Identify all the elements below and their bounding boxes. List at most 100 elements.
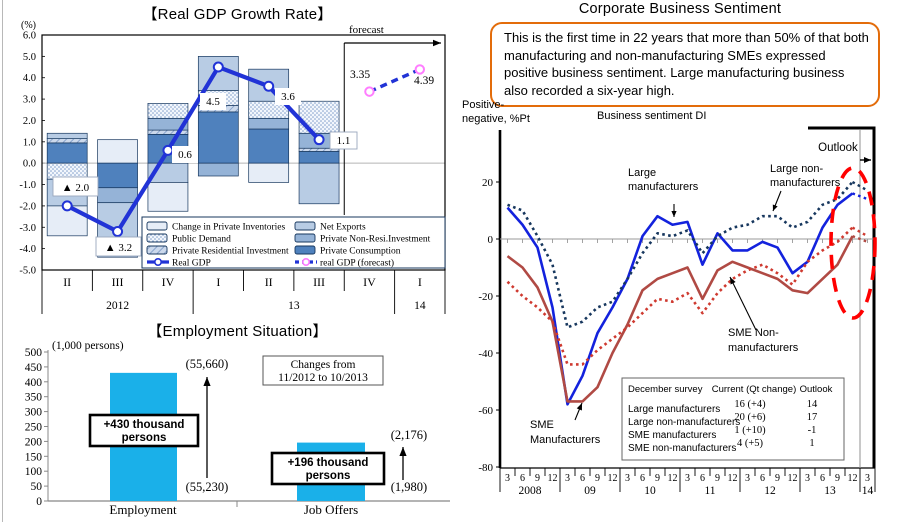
- svg-text:(%): (%): [21, 20, 36, 31]
- svg-text:12: 12: [788, 473, 798, 484]
- sentiment-callout: This is the first time in 22 years that …: [490, 22, 880, 107]
- svg-text:IV: IV: [162, 275, 175, 289]
- svg-text:▲ 3.2: ▲ 3.2: [105, 242, 132, 254]
- svg-text:4.39: 4.39: [414, 75, 434, 87]
- svg-text:-4.0: -4.0: [19, 244, 36, 255]
- svg-text:II: II: [265, 275, 273, 289]
- svg-text:12: 12: [764, 485, 776, 497]
- series-large_non: [507, 181, 854, 329]
- svg-text:1.0: 1.0: [23, 137, 36, 148]
- svg-text:0: 0: [36, 496, 42, 508]
- slide-edge-line: [2, 0, 3, 522]
- svg-text:persons: persons: [306, 470, 351, 482]
- svg-text:1: 1: [809, 438, 814, 449]
- svg-text:-20: -20: [478, 291, 493, 303]
- svg-text:Change in Private Inventories: Change in Private Inventories: [172, 223, 285, 233]
- svg-text:12: 12: [848, 473, 858, 484]
- svg-text:200: 200: [25, 436, 43, 448]
- svg-text:SME: SME: [530, 419, 554, 431]
- svg-text:Private Residential Investment: Private Residential Investment: [172, 247, 289, 257]
- gdp-chart: (%)6.0 5.0 4.0 3.0 2.0 1.0 0.0 -1.0 -2.0 -3.0 -4.0…: [19, 20, 446, 314]
- svg-text:14: 14: [862, 485, 874, 497]
- series-sme_mfg: [506, 235, 854, 403]
- svg-text:IV: IV: [363, 275, 376, 289]
- svg-text:3: 3: [625, 473, 630, 484]
- svg-text:6: 6: [700, 473, 705, 484]
- svg-text:300: 300: [25, 407, 43, 419]
- svg-text:12: 12: [548, 473, 558, 484]
- svg-text:December survey: December survey: [628, 384, 703, 395]
- svg-text:persons: persons: [122, 432, 167, 444]
- svg-text:3: 3: [685, 473, 690, 484]
- sentiment-chart-title: Corporate Business Sentiment: [578, 1, 782, 17]
- svg-text:3: 3: [505, 473, 510, 484]
- sentiment-plot: 20 0 -20 -40 -60 -80 Outlook Large manufacturers…: [478, 126, 877, 497]
- svg-text:-5.0: -5.0: [19, 266, 36, 277]
- sentiment-y-axis-label: Positive-negative, %Pt: [462, 99, 530, 125]
- svg-text:6: 6: [820, 473, 825, 484]
- svg-text:1 (+10): 1 (+10): [734, 425, 766, 436]
- svg-text:-60: -60: [478, 405, 493, 417]
- gdp-plot: (%)6.0 5.0 4.0 3.0 2.0 1.0 0.0 -1.0 -2.0 -3.0 -4.0…: [19, 20, 446, 314]
- gdp-chart-title: 【Real GDP Growth Rate】: [142, 6, 333, 23]
- svg-text:4.5: 4.5: [206, 96, 220, 108]
- svg-text:3: 3: [865, 473, 870, 484]
- svg-text:-80: -80: [478, 462, 493, 474]
- svg-text:Current (Qt change): Current (Qt change): [712, 384, 796, 395]
- sentiment-table: December survey Current (Qt change) Outloo…: [621, 377, 845, 461]
- svg-text:3: 3: [565, 473, 570, 484]
- svg-text:Large non-: Large non-: [770, 163, 824, 175]
- svg-text:6: 6: [760, 473, 765, 484]
- svg-text:12: 12: [608, 473, 618, 484]
- svg-text:Public Demand: Public Demand: [172, 235, 231, 245]
- svg-text:III: III: [112, 275, 124, 289]
- svg-text:manufacturers: manufacturers: [628, 181, 699, 193]
- svg-text:0: 0: [488, 234, 494, 246]
- svg-text:9: 9: [595, 473, 600, 484]
- svg-text:3.35: 3.35: [350, 69, 370, 81]
- svg-text:Outlook: Outlook: [818, 142, 858, 154]
- svg-text:1.1: 1.1: [337, 135, 351, 147]
- svg-text:(1,980): (1,980): [391, 480, 427, 494]
- highlight-ellipse: [829, 166, 877, 320]
- svg-text:(1,000 persons): (1,000 persons): [52, 340, 124, 352]
- svg-text:(55,230): (55,230): [186, 480, 229, 494]
- svg-text:Large manufacturers: Large manufacturers: [628, 404, 720, 415]
- svg-text:10: 10: [644, 485, 656, 497]
- gdp-legend: Change in Private Inventories Net Exports…: [141, 216, 446, 269]
- svg-text:3: 3: [745, 473, 750, 484]
- svg-text:9: 9: [775, 473, 780, 484]
- svg-text:6.0: 6.0: [23, 31, 36, 42]
- svg-text:2012: 2012: [106, 300, 129, 312]
- svg-text:4.0: 4.0: [23, 73, 36, 84]
- svg-text:0.6: 0.6: [178, 149, 192, 161]
- svg-text:III: III: [313, 275, 325, 289]
- svg-text:12: 12: [668, 473, 678, 484]
- svg-text:0.0: 0.0: [23, 159, 36, 170]
- svg-text:13: 13: [288, 300, 300, 312]
- svg-text:5.0: 5.0: [23, 52, 36, 63]
- svg-text:Job Offers: Job Offers: [304, 502, 358, 517]
- svg-text:2.0: 2.0: [23, 116, 36, 127]
- svg-text:250: 250: [25, 422, 43, 434]
- svg-text:50: 50: [31, 481, 43, 493]
- svg-text:-3.0: -3.0: [19, 223, 36, 234]
- svg-text:6: 6: [580, 473, 585, 484]
- svg-text:400: 400: [25, 377, 43, 389]
- svg-text:500: 500: [25, 347, 43, 359]
- svg-text:13: 13: [824, 485, 836, 497]
- svg-text:3.0: 3.0: [23, 95, 36, 106]
- svg-text:9: 9: [835, 473, 840, 484]
- svg-text:II: II: [63, 275, 71, 289]
- employment-chart-title: 【Employment Situation】: [147, 323, 328, 340]
- svg-text:6: 6: [520, 473, 525, 484]
- svg-text:I: I: [216, 275, 220, 289]
- svg-text:Private Consumption: Private Consumption: [320, 247, 401, 257]
- svg-text:SME Non-: SME Non-: [728, 327, 779, 339]
- svg-text:Private Non-Resi.Investment: Private Non-Resi.Investment: [320, 235, 431, 245]
- svg-text:Employment: Employment: [109, 502, 177, 517]
- svg-text:16 (+4): 16 (+4): [734, 399, 766, 410]
- svg-text:20 (+6): 20 (+6): [734, 412, 766, 423]
- svg-text:17: 17: [807, 412, 818, 423]
